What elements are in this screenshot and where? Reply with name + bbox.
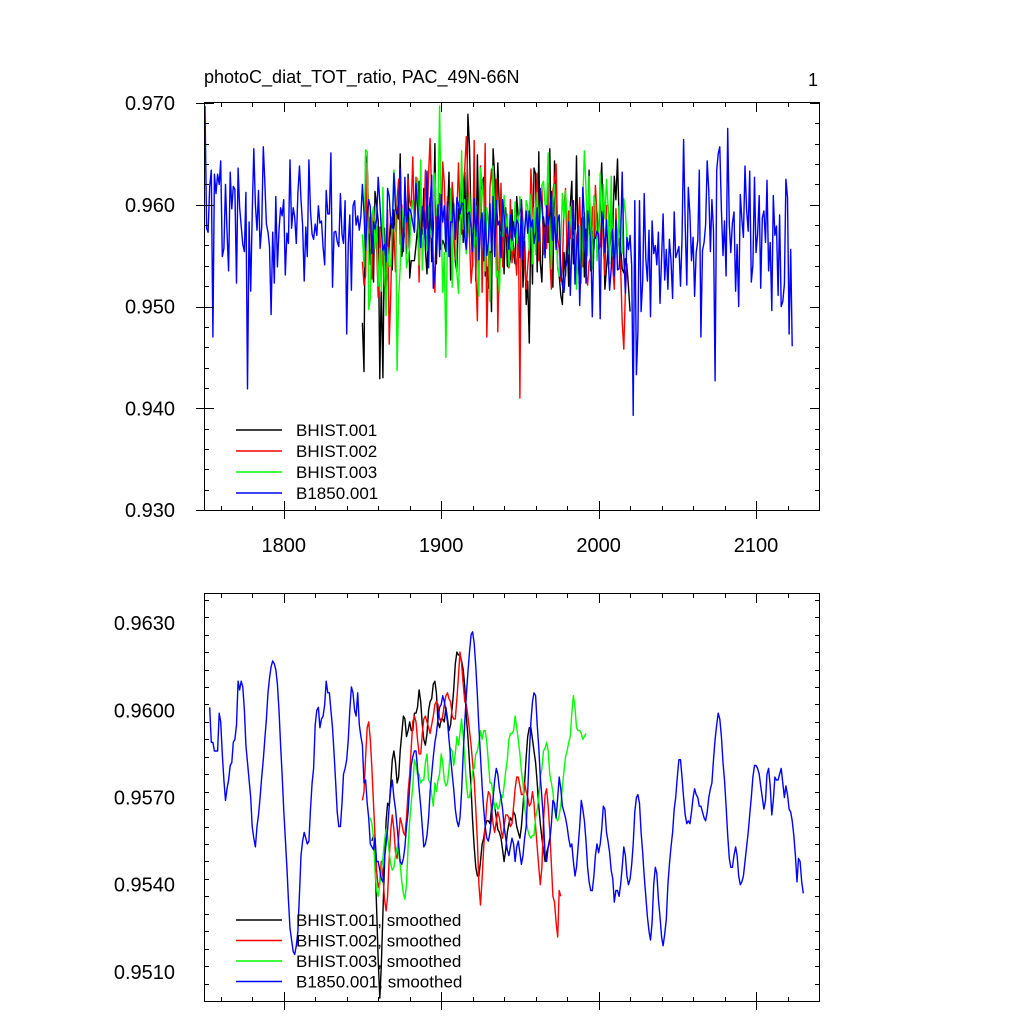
x-tick-label: 2100 xyxy=(734,535,779,557)
y-tick-label: 0.950 xyxy=(125,297,175,319)
bottom-plot-frame xyxy=(204,593,820,1002)
legend-label-3: B1850.001 xyxy=(296,484,378,503)
top-panel: photoC_diat_TOT_ratio, PAC_49N-66N 1 180… xyxy=(125,67,820,557)
bottom-series-layer xyxy=(209,631,804,999)
y-tick-label: 0.9570 xyxy=(114,788,175,810)
x-tick-label: 1800 xyxy=(261,535,306,557)
y-tick-label: 0.940 xyxy=(125,398,175,420)
legend-label-0: BHIST.001, smoothed xyxy=(296,911,461,930)
y-tick-label: 0.960 xyxy=(125,195,175,217)
top-legend: BHIST.001 BHIST.002 BHIST.003 B1850.001 xyxy=(236,421,378,503)
legend-label-1: BHIST.002, smoothed xyxy=(296,932,461,951)
bottom-panel: 0.9510 0.9540 0.9570 0.9600 0.9630 BHIST.001… xyxy=(114,593,820,1010)
y-tick-label: 0.9540 xyxy=(114,875,175,897)
top-plot-frame xyxy=(204,102,820,511)
legend-label-2: BHIST.003 xyxy=(296,463,377,482)
y-tick-label: 0.9510 xyxy=(114,962,175,984)
x-tick-label: 2000 xyxy=(576,535,621,557)
legend-label-1: BHIST.002 xyxy=(296,442,377,461)
legend-label-0: BHIST.001 xyxy=(296,421,377,440)
series-line-3 xyxy=(204,106,793,417)
legend-label-3: B1850.001, smoothed xyxy=(296,973,462,992)
series-line-3 xyxy=(209,631,804,956)
y-tick-label: 0.930 xyxy=(125,500,175,522)
legend-label-2: BHIST.003, smoothed xyxy=(296,952,461,971)
bottom-legend: BHIST.001, smoothed BHIST.002, smoothedBH… xyxy=(236,911,462,992)
panel-corner-label: 1 xyxy=(808,70,818,90)
series-line-2 xyxy=(369,695,587,900)
x-tick-label: 1900 xyxy=(419,535,464,557)
y-tick-label: 0.970 xyxy=(125,93,175,115)
chart-title: photoC_diat_TOT_ratio, PAC_49N-66N xyxy=(204,67,520,88)
top-series-layer xyxy=(204,105,793,417)
bottom-ticks-layer: 0.9510 0.9540 0.9570 0.9600 0.9630 xyxy=(114,594,820,1010)
y-tick-label: 0.9630 xyxy=(114,613,175,635)
y-tick-label: 0.9600 xyxy=(114,700,175,722)
top-ticks-layer: 1800 1900 2000 2100 0.930 0.940 0.950 0.960 0.97… xyxy=(125,93,820,557)
